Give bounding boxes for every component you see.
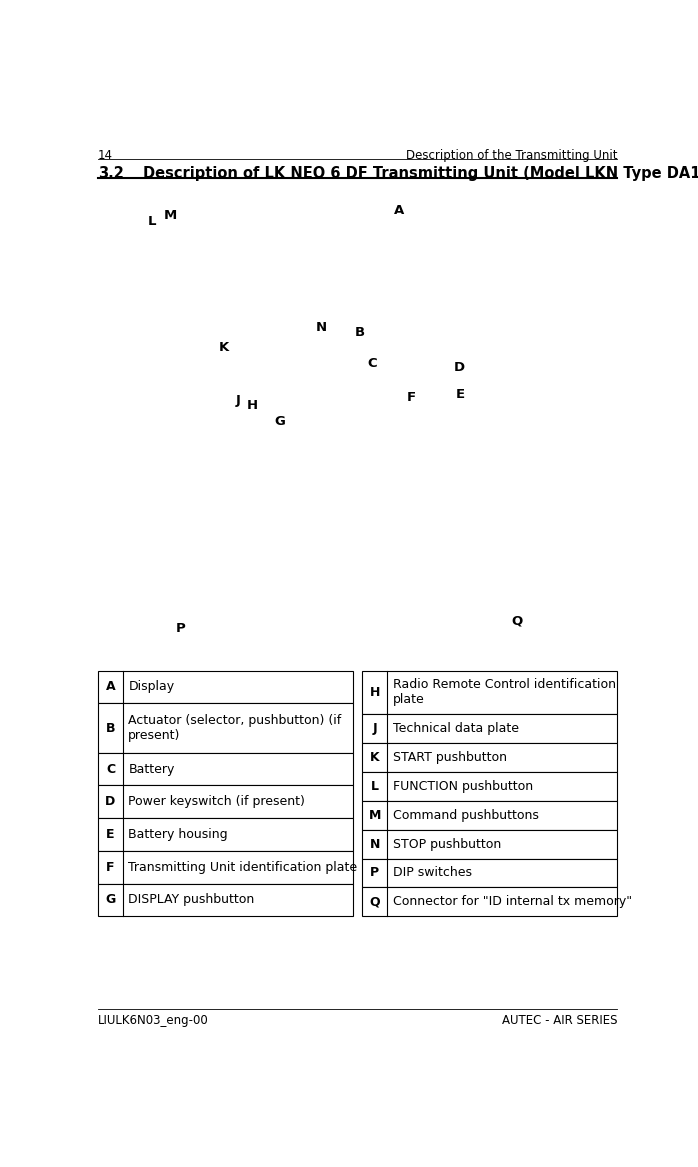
Text: STOP pushbutton: STOP pushbutton	[392, 838, 501, 851]
Text: Battery: Battery	[128, 762, 174, 776]
Bar	[362, 887, 617, 916]
Bar	[362, 671, 617, 714]
Text: L: L	[371, 780, 379, 792]
Text: D: D	[105, 795, 116, 809]
Text: Command pushbuttons: Command pushbuttons	[392, 809, 538, 822]
Bar	[362, 830, 617, 859]
Text: 14: 14	[98, 149, 113, 162]
Text: E: E	[106, 829, 114, 841]
Text: J: J	[373, 722, 377, 735]
Bar	[362, 714, 617, 743]
Text: M: M	[369, 809, 381, 822]
Text: P: P	[175, 622, 185, 636]
Text: Description of the Transmitting Unit: Description of the Transmitting Unit	[406, 149, 617, 162]
Text: G: G	[274, 414, 285, 427]
Bar	[362, 859, 617, 887]
Text: Actuator (selector, pushbutton) (if
present): Actuator (selector, pushbutton) (if pres…	[128, 714, 341, 742]
Text: C: C	[106, 762, 115, 776]
Text: Q: Q	[511, 615, 522, 628]
Text: B: B	[355, 326, 365, 340]
Text: Transmitting Unit identification plate: Transmitting Unit identification plate	[128, 861, 357, 874]
Text: L: L	[147, 215, 156, 229]
Bar	[362, 771, 617, 801]
Text: F: F	[106, 861, 114, 874]
Bar	[98, 704, 353, 753]
Text: G: G	[105, 894, 116, 907]
Text: AUTEC - AIR SERIES: AUTEC - AIR SERIES	[502, 1014, 617, 1027]
Text: Battery housing: Battery housing	[128, 829, 228, 841]
Text: N: N	[315, 321, 327, 334]
Text: Technical data plate: Technical data plate	[392, 722, 519, 735]
Text: FUNCTION pushbutton: FUNCTION pushbutton	[392, 780, 533, 792]
Text: P: P	[370, 866, 379, 880]
Text: Description of LK NEO 6 DF Transmitting Unit (Model LKN Type DA1DM): Description of LK NEO 6 DF Transmitting …	[143, 166, 698, 181]
Text: LIULK6N03_eng-00: LIULK6N03_eng-00	[98, 1014, 209, 1027]
Text: Radio Remote Control identification
plate: Radio Remote Control identification plat…	[392, 678, 616, 706]
Text: K: K	[370, 752, 380, 764]
Text: C: C	[368, 357, 377, 370]
Text: J: J	[236, 393, 241, 407]
Bar	[98, 818, 353, 851]
Text: N: N	[369, 838, 380, 851]
Text: B: B	[106, 721, 115, 734]
Text: A: A	[105, 680, 115, 693]
Bar	[98, 785, 353, 818]
Text: Power keyswitch (if present): Power keyswitch (if present)	[128, 795, 305, 809]
Text: Connector for "ID internal tx memory": Connector for "ID internal tx memory"	[392, 895, 632, 908]
Text: Display: Display	[128, 680, 174, 693]
Text: 3.2: 3.2	[98, 166, 124, 181]
Text: DIP switches: DIP switches	[392, 866, 472, 880]
Text: H: H	[247, 399, 258, 412]
Text: M: M	[163, 209, 177, 222]
Bar	[362, 801, 617, 830]
Bar	[98, 753, 353, 785]
Text: A: A	[394, 204, 404, 217]
Text: DISPLAY pushbutton: DISPLAY pushbutton	[128, 894, 255, 907]
Text: H: H	[369, 686, 380, 699]
Text: D: D	[454, 361, 465, 373]
Text: Q: Q	[369, 895, 380, 908]
Text: F: F	[407, 391, 416, 405]
Bar	[98, 671, 353, 704]
Bar	[98, 851, 353, 883]
Bar	[362, 743, 617, 771]
Text: E: E	[456, 387, 466, 400]
Text: K: K	[218, 342, 229, 355]
Text: START pushbutton: START pushbutton	[392, 752, 507, 764]
Bar	[98, 883, 353, 916]
